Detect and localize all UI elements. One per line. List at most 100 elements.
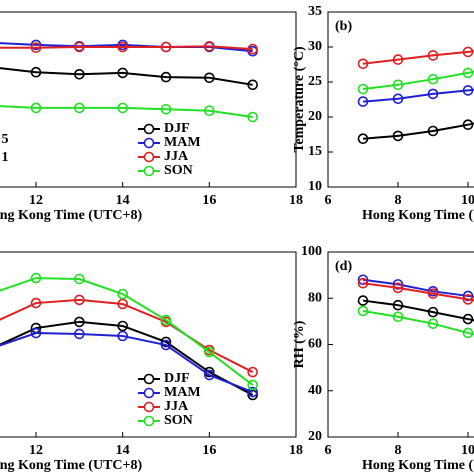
y-tick-label: 25 (308, 74, 322, 89)
marker (427, 88, 439, 100)
marker (247, 111, 258, 123)
marker (462, 46, 474, 58)
y-tick-label: 10 (308, 179, 322, 194)
marker (74, 69, 85, 80)
annotation: 5 (2, 132, 9, 147)
x-tick-label: 12 (29, 443, 43, 458)
marker (462, 67, 474, 79)
y-tick-label: 15 (308, 144, 322, 159)
marker (117, 330, 128, 342)
marker (247, 43, 258, 55)
marker (392, 79, 404, 91)
legend-marker (143, 165, 155, 177)
marker (74, 41, 85, 53)
marker (392, 299, 404, 311)
marker (117, 102, 128, 114)
marker (357, 295, 369, 306)
x-tick-label: 10 (461, 193, 474, 208)
panel-label: (d) (335, 259, 352, 274)
marker (117, 67, 128, 79)
legend-marker (143, 151, 155, 163)
series-line (0, 45, 253, 51)
y-tick-label: 20 (308, 109, 322, 124)
series-line (362, 278, 474, 298)
marker (427, 73, 439, 85)
x-axis-label: Hong Kong Time (UTC+8) (0, 458, 142, 473)
marker (392, 93, 404, 105)
series-line (362, 309, 474, 336)
legend-label: JJA (164, 399, 189, 414)
marker (462, 119, 474, 130)
legend-marker (143, 373, 155, 385)
x-tick-label: 18 (289, 443, 303, 458)
marker (30, 42, 42, 54)
series-line (0, 277, 254, 386)
x-tick-label: 14 (116, 443, 130, 458)
series-line (0, 332, 254, 393)
marker (357, 58, 369, 70)
x-tick-label: 6 (325, 443, 332, 458)
legend-label: SON (164, 413, 193, 428)
marker (30, 272, 42, 284)
marker (462, 290, 474, 302)
series-line (0, 298, 254, 373)
legend-label: JJA (164, 149, 189, 164)
panel-label: (b) (335, 19, 352, 34)
marker (247, 79, 258, 91)
series-line (362, 282, 474, 302)
marker (462, 294, 474, 305)
legend-marker (143, 123, 155, 135)
marker (427, 288, 439, 299)
series-line (0, 105, 253, 118)
series-line (362, 88, 474, 103)
marker (204, 72, 215, 84)
marker (392, 130, 404, 142)
marker (247, 379, 258, 391)
axes-frame (327, 11, 474, 188)
marker (74, 102, 85, 114)
series-line (362, 50, 474, 65)
y-tick-label: 40 (308, 383, 322, 398)
series-line (362, 299, 474, 322)
marker (427, 318, 439, 329)
panel: 12 14 16 18 Hong Kong Time (UTC+8) DJFMAMJJAS… (0, 251, 303, 473)
panel: 6 8 10 10 15 20 25 30 35 Hong Kong Time (UTC+8) Te… (292, 4, 474, 223)
marker (247, 366, 258, 378)
series-line (0, 67, 253, 86)
x-axis-label: Hong Kong Time (UTC+8) (362, 458, 474, 473)
marker (160, 41, 172, 53)
annotation: 1 (2, 150, 9, 165)
y-tick-label: 60 (308, 337, 322, 352)
legend-label: MAM (164, 385, 201, 400)
y-tick-label: 20 (308, 429, 322, 444)
x-axis-label: Hong Kong Time (UTC+8) (0, 208, 142, 223)
marker (392, 54, 404, 65)
x-tick-label: 10 (461, 443, 474, 458)
legend-label: MAM (164, 135, 201, 150)
marker (30, 327, 42, 339)
marker (74, 273, 85, 285)
y-tick-label: 100 (301, 244, 322, 259)
y-tick-label: 35 (308, 4, 322, 19)
marker (204, 346, 215, 358)
marker (204, 105, 215, 116)
marker (357, 96, 369, 107)
marker (204, 369, 215, 381)
marker (357, 133, 369, 144)
marker (427, 306, 439, 318)
marker (357, 277, 369, 289)
x-tick-label: 14 (116, 193, 130, 208)
marker (117, 41, 128, 53)
panel: 12 14 16 18 Hong Kong Time (UTC+8) 5 1 DJFMAMJJ… (0, 11, 303, 223)
marker (74, 328, 85, 340)
legend-label: SON (164, 163, 193, 178)
x-tick-label: 16 (202, 443, 216, 458)
marker (160, 314, 172, 326)
marker (427, 125, 439, 137)
axes-frame (327, 251, 474, 438)
marker (462, 85, 474, 96)
series-line (362, 122, 474, 140)
marker (392, 282, 404, 294)
y-axis-label: RH (%) (292, 320, 307, 368)
marker (204, 40, 215, 52)
